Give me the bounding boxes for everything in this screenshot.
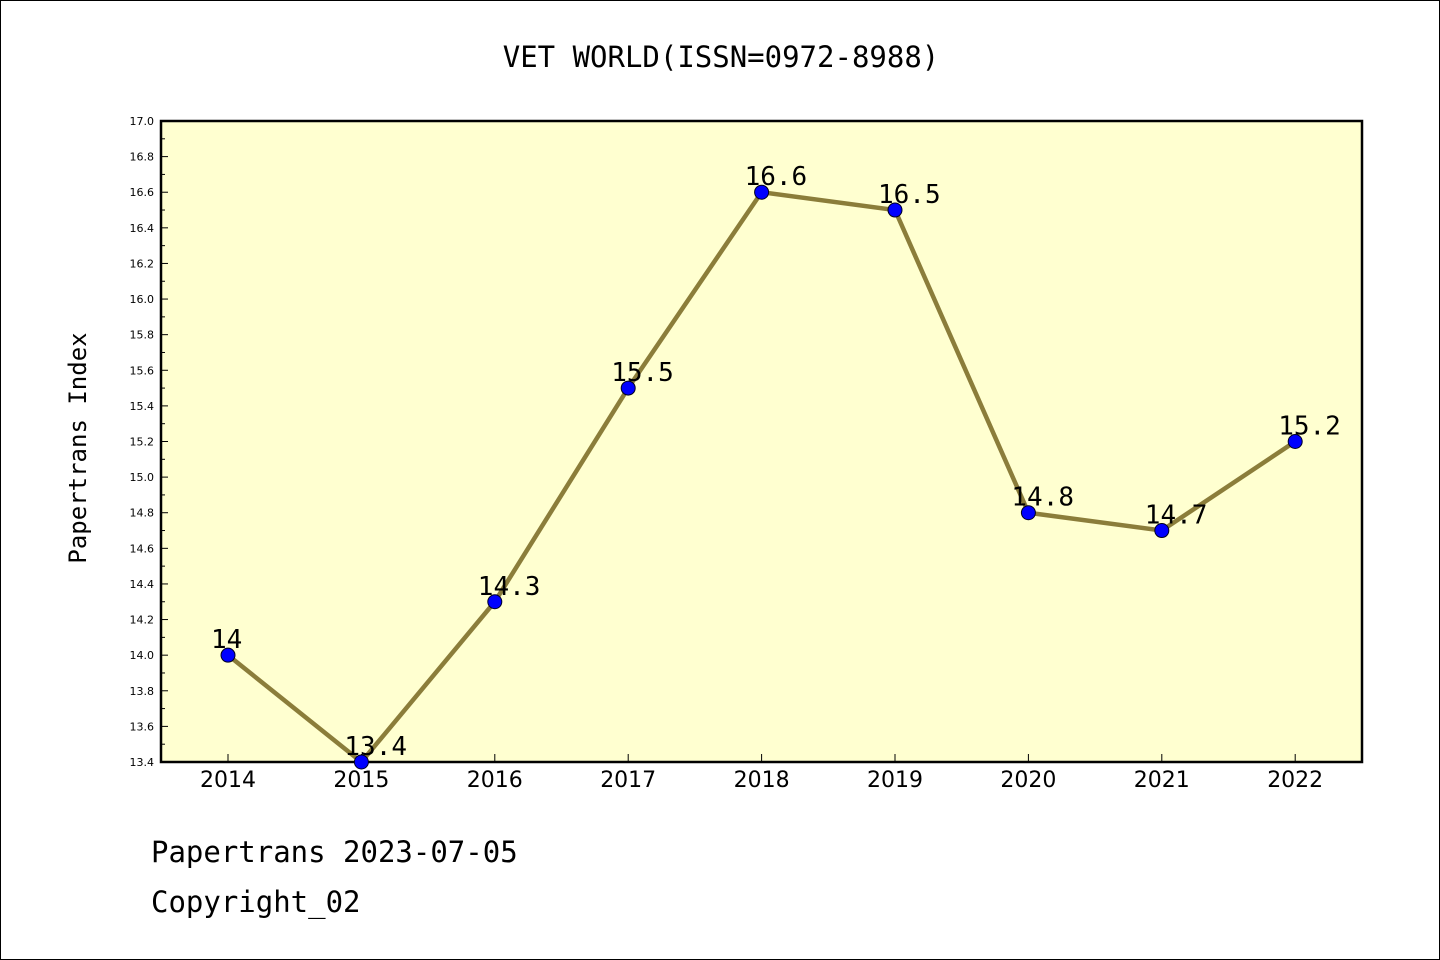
x-tick-label: 2020 [1000,768,1056,793]
y-tick-label: 15.0 [130,471,155,484]
x-tick-label: 2018 [734,768,790,793]
y-tick-label: 15.6 [130,364,155,377]
data-point [1287,434,1303,449]
series-markers [220,184,1303,770]
data-label: 14.7 [1145,501,1208,531]
y-tick-label: 15.4 [130,400,155,413]
data-label: 16.5 [878,180,941,210]
data-point [487,594,503,610]
data-point [353,754,369,770]
y-tick-label: 13.4 [130,756,155,769]
y-tick-label: 13.6 [130,720,155,733]
x-tick-label: 2015 [333,768,389,793]
data-label: 16.6 [745,162,808,192]
chart-title: VET WORLD(ISSN=0972-8988) [503,40,940,74]
y-axis-ticks: 13.4 13.6 13.8 14.0 14.2 14.4 14.6 14.8 15.0 15.2… [130,115,168,769]
data-point [620,380,636,396]
y-tick-label: 13.8 [130,685,155,698]
x-tick-label: 2021 [1134,768,1190,793]
y-axis-label: Papertrans Index [64,332,92,563]
data-point [754,184,770,200]
data-point [1020,505,1036,521]
x-tick-label: 2014 [200,768,256,793]
x-tick-label: 2017 [600,768,656,793]
y-tick-label: 14.4 [130,578,155,591]
y-tick-label: 15.2 [130,436,155,449]
footer-date: Papertrans 2023-07-05 [151,835,518,869]
y-tick-label: 16.6 [130,186,155,199]
data-label: 15.2 [1278,412,1341,442]
data-labels: 14 13.4 14.3 15.5 16.6 16.5 14.8 14.7 15.2 [211,162,1341,762]
data-label: 14.3 [478,572,541,602]
x-tick-label: 2022 [1267,768,1323,793]
data-label: 15.5 [611,358,674,388]
plot-area [159,119,1364,764]
data-label: 13.4 [344,732,407,762]
data-point [220,647,236,663]
data-point [887,202,903,218]
x-axis-ticks: 2014 2015 2016 2017 2018 2019 2020 2021 2022 [200,754,1323,793]
y-tick-label: 16.8 [130,151,155,164]
data-label: 14.8 [1011,483,1074,513]
y-tick-label: 15.8 [130,329,155,342]
y-tick-label: 16.0 [130,293,155,306]
y-tick-label: 14.6 [130,542,155,555]
y-tick-label: 16.4 [130,222,155,235]
data-point [1154,523,1170,539]
footer-copyright: Copyright_02 [151,885,361,919]
y-tick-label: 14.2 [130,614,155,627]
y-tick-label: 14.8 [130,507,155,520]
x-tick-label: 2019 [867,768,923,793]
y-tick-label: 14.0 [130,649,155,662]
data-label: 14 [211,625,242,655]
y-tick-label: 16.2 [130,257,155,270]
x-tick-label: 2016 [467,768,523,793]
y-tick-label: 17.0 [130,115,155,128]
